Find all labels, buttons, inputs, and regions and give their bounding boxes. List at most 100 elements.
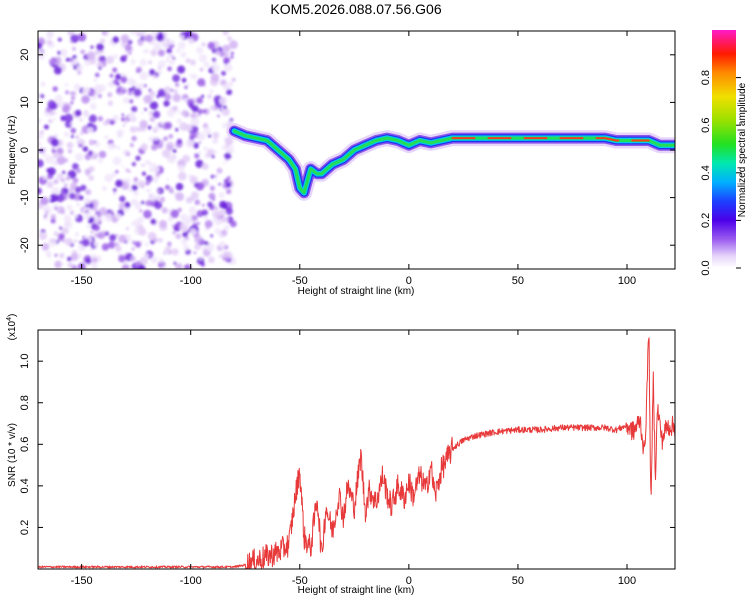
noise-blob — [179, 34, 185, 40]
noise-blob — [148, 110, 154, 116]
noise-blob — [129, 31, 137, 35]
noise-blob — [195, 159, 204, 168]
noise-blob — [128, 188, 133, 193]
noise-blob — [101, 185, 108, 192]
noise-blob — [46, 181, 54, 189]
noise-blob — [130, 59, 136, 65]
noise-blob — [224, 152, 232, 160]
noise-blob — [149, 90, 156, 97]
noise-blob — [76, 168, 81, 174]
noise-blob — [49, 193, 59, 203]
colorbar-ticks: 0.0 0.2 0.4 0.6 0.8 — [700, 70, 741, 276]
noise-blob — [60, 48, 68, 56]
noise-blob — [223, 57, 230, 64]
noise-blob — [201, 163, 209, 170]
spectrogram-y-tick-label: -10 — [19, 190, 31, 206]
noise-blob — [188, 206, 197, 215]
noise-blob — [99, 38, 106, 44]
noise-blob — [218, 96, 228, 106]
noise-blob — [52, 160, 58, 166]
noise-blob — [170, 209, 179, 219]
noise-blob — [128, 115, 135, 122]
noise-blob — [112, 67, 118, 73]
noise-blob — [109, 234, 117, 242]
noise-blob — [61, 262, 64, 266]
noise-blob — [67, 149, 73, 154]
noise-blob — [87, 225, 90, 228]
noise-blob — [54, 94, 63, 103]
noise-blob — [163, 100, 170, 107]
noise-blob — [46, 39, 53, 46]
noise-blob — [61, 178, 65, 183]
noise-blob — [40, 130, 45, 135]
noise-blob — [143, 209, 152, 219]
noise-blob — [149, 254, 152, 257]
noise-blob — [131, 79, 137, 86]
noise-blob — [193, 143, 199, 149]
noise-blob — [137, 40, 144, 46]
noise-blob — [164, 93, 172, 101]
spectrogram-x-tick-label: 50 — [512, 275, 524, 287]
noise-blob — [54, 260, 62, 269]
colorbar-gradient — [712, 30, 736, 268]
noise-blob — [72, 177, 79, 184]
noise-blob — [225, 182, 232, 188]
noise-blob — [225, 207, 233, 215]
noise-blob — [38, 141, 42, 147]
noise-blob — [152, 110, 161, 119]
noise-blob — [84, 168, 91, 175]
noise-blob — [210, 174, 215, 179]
noise-blob — [191, 105, 199, 113]
noise-blob — [69, 122, 73, 126]
noise-blob — [177, 65, 186, 74]
noise-blob — [63, 220, 73, 229]
noise-blob — [139, 257, 148, 265]
noise-blob — [151, 144, 158, 151]
noise-blob — [148, 88, 152, 93]
noise-blob — [66, 256, 72, 262]
noise-blob — [194, 236, 201, 244]
noise-blob — [50, 218, 56, 224]
noise-blob — [178, 171, 187, 181]
noise-blob — [136, 31, 142, 37]
noise-blob — [172, 231, 176, 235]
noise-blob — [56, 147, 64, 154]
spectrogram-x-tick-label: -150 — [71, 275, 93, 287]
noise-blob — [136, 66, 142, 73]
noise-blob — [38, 42, 43, 50]
noise-blob — [177, 207, 182, 213]
noise-blob — [131, 162, 136, 167]
noise-blob — [156, 33, 165, 42]
noise-blob — [166, 178, 170, 182]
noise-blob — [193, 117, 198, 121]
noise-blob — [175, 192, 185, 202]
noise-blob — [45, 155, 54, 164]
noise-blob — [143, 95, 152, 104]
snr-exponent-close: ) — [7, 314, 18, 317]
noise-blob — [167, 154, 176, 164]
noise-blob — [67, 262, 74, 268]
noise-blob — [98, 221, 102, 225]
noise-blob — [70, 63, 74, 67]
noise-blob — [70, 182, 77, 190]
noise-blob — [108, 241, 116, 249]
noise-blob — [211, 64, 220, 73]
noise-blob — [175, 48, 181, 54]
noise-blob — [230, 55, 234, 59]
noise-blob — [115, 179, 123, 188]
noise-blob — [227, 176, 231, 180]
noise-blob — [225, 145, 235, 154]
noise-blob — [95, 246, 98, 250]
noise-blob — [167, 54, 171, 59]
noise-blob — [79, 240, 82, 244]
noise-blob — [59, 226, 63, 230]
noise-blob — [203, 127, 212, 135]
noise-blob — [139, 59, 147, 66]
noise-blob — [53, 231, 59, 236]
noise-blob — [212, 210, 221, 219]
noise-blob — [165, 141, 175, 151]
noise-blob — [215, 178, 218, 182]
noise-blob — [71, 46, 77, 52]
snr-frame — [37, 329, 676, 570]
spectrogram-y-tick-label: 10 — [19, 96, 31, 108]
